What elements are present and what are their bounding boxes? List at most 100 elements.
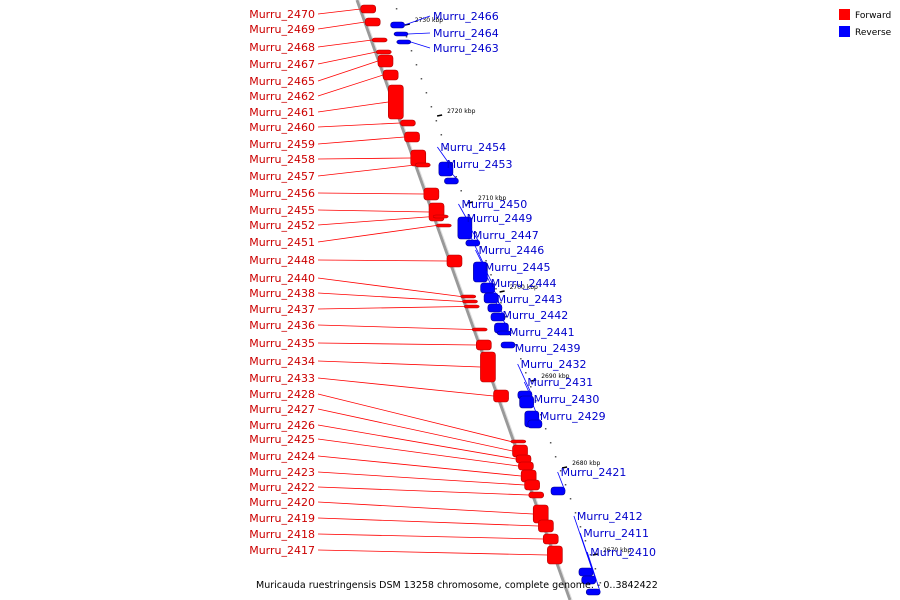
backbone-dot [500,302,502,304]
backbone-dot [460,190,462,192]
axis-tick-label: 2700 kbp [510,284,538,291]
forward-gene-leader [317,60,379,82]
reverse-gene-label: Murru_2446 [478,244,544,257]
forward-gene-leader [317,342,477,346]
forward-gene-label: Murru_2451 [249,236,315,249]
forward-gene-label: Murru_2461 [249,106,315,119]
forward-gene-label: Murru_2462 [249,90,315,103]
backbone-dot [544,428,547,430]
backbone-dot [525,372,527,374]
reverse-gene-label: Murru_2450 [461,198,527,211]
reverse-gene-leader [536,415,543,425]
forward-gene-label: Murru_2457 [249,170,315,183]
axis-tick-mark [561,466,568,469]
forward-gene-leader [317,74,384,97]
forward-gene-label: Murru_2458 [249,153,315,166]
forward-gene-arrow [542,533,559,545]
forward-gene-arrow [404,131,420,143]
legend-label-reverse: Reverse [855,28,892,38]
reverse-gene-leader [523,381,534,403]
backbone-dot [485,260,487,262]
forward-gene-leader [317,209,430,213]
forward-gene-arrow [423,187,440,201]
backbone-dot [475,232,477,234]
forward-gene-arrow [518,461,534,471]
reverse-gene-leader [481,266,499,299]
reverse-gene-label: Murru_2447 [473,229,539,242]
forward-gene-arrow [463,304,480,309]
reverse-gene-label: Murru_2442 [503,309,569,322]
legend-label-forward: Forward [855,11,891,21]
reverse-gene-leader [499,314,509,329]
reverse-gene-label: Murru_2432 [521,358,587,371]
backbone-dot [559,470,562,472]
backbone-dot [445,148,448,150]
forward-gene-label: Murru_2437 [249,303,315,316]
forward-gene-leader [317,122,401,128]
axis-tick-label: 2670 kbp [603,547,631,554]
forward-gene-leader [317,438,519,467]
backbone-dot [465,204,467,206]
forward-gene-arrow [388,84,404,120]
backbone-dot [495,288,497,290]
reverse-gene-leader [586,551,601,593]
forward-gene-arrow [462,299,478,304]
forward-gene-leader [317,259,447,262]
reverse-gene-label: Murru_2410 [590,546,656,559]
forward-gene-label: Murru_2468 [249,41,315,54]
forward-gene-leader [317,8,361,15]
forward-gene-arrow [382,69,399,81]
forward-gene-arrow [538,519,554,533]
forward-gene-leader [317,101,389,113]
reverse-gene-leader [530,398,540,420]
forward-gene-leader [317,225,437,243]
reverse-gene-label: Murru_2445 [485,261,551,274]
forward-gene-label: Murru_2433 [249,372,315,385]
forward-gene-leader [317,486,529,496]
forward-gene-arrow [377,54,394,68]
backbone-dot [515,344,517,346]
backbone-dot [564,484,567,486]
forward-gene-arrow [480,351,496,383]
reverse-gene-leader [404,15,431,26]
forward-gene-arrow [446,254,463,268]
backbone-dot [415,64,418,66]
forward-gene-arrow [460,294,477,299]
forward-gene-label: Murru_2452 [249,219,315,232]
forward-gene-label: Murru_2434 [249,355,315,368]
backbone-dot [569,498,572,500]
forward-gene-arrow [528,491,545,499]
legend: Forward Reverse [839,9,892,38]
backbone-dot [490,274,492,276]
legend-swatch-reverse [839,26,850,37]
forward-gene-label: Murru_2440 [249,272,315,285]
forward-gene-leader [317,39,373,48]
forward-gene-arrow [364,17,381,27]
reverse-gene-label: Murru_2431 [527,376,593,389]
axis-tick-label: 2720 kbp [447,108,475,115]
forward-gene-label: Murru_2425 [249,433,315,446]
reverse-gene-label: Murru_2453 [447,158,513,171]
backbone-dot [520,358,522,360]
forward-gene-arrow [524,479,540,491]
forward-gene-leader [317,216,434,226]
gene-labels: Murru_2470 Murru_2469 Murru_2468 Murru_2467… [249,8,656,559]
backbone-dot [574,512,577,514]
forward-gene-arrow [360,4,377,14]
reverse-gene-leader [443,163,459,182]
forward-gene-leader [317,377,494,397]
reverse-gene-label: Murru_2444 [491,277,557,290]
reverse-gene-leader [408,32,431,35]
backbone-dot [420,78,423,80]
backbone-dot [505,316,507,318]
reverse-gene-label: Murru_2429 [540,410,606,423]
backbone-dot [440,134,443,136]
forward-gene-arrow [471,327,488,332]
forward-gene-leader [317,292,463,302]
reverse-gene-leader [463,217,481,244]
backbone-dot [554,456,557,458]
axis-tick-mark [436,114,443,117]
forward-gene-label: Murru_2435 [249,337,315,350]
forward-gene-label: Murru_2467 [249,58,315,71]
